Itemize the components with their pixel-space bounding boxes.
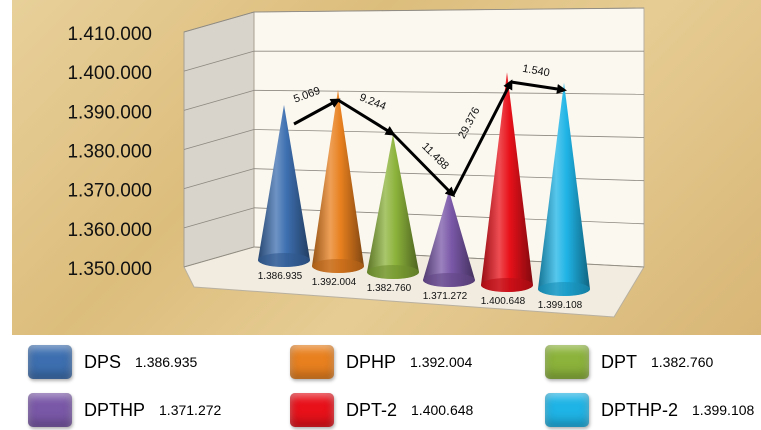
data-label: 1.382.760: [367, 283, 412, 294]
cone-body: [538, 82, 590, 296]
legend-series-name: DPTHP-2: [601, 399, 679, 420]
legend-swatch: [545, 393, 589, 427]
legend-swatch: [28, 393, 72, 427]
trend-arrow: [337, 98, 396, 136]
legend-item-dps: DPS 1.386.935: [28, 345, 197, 379]
legend-swatch: [290, 345, 334, 379]
gridline: [253, 7, 645, 13]
y-tick-label: 1.380.000: [67, 142, 152, 163]
gridline: [253, 168, 645, 182]
cone-body: [481, 72, 533, 292]
cone-dpthp-2: [538, 82, 590, 296]
cone-base: [481, 278, 533, 292]
legend-item-dpt: DPT 1.382.760: [545, 345, 713, 379]
y-tick-label: 1.400.000: [67, 63, 152, 84]
cone-base: [538, 282, 590, 296]
gridline-side: [183, 50, 255, 72]
cone-dps: [258, 104, 310, 267]
legend-series-name: DPT-2: [346, 399, 398, 420]
gridline: [253, 89, 645, 95]
legend-series-name: DPTHP: [84, 399, 146, 420]
trend-arrow: [510, 80, 567, 94]
y-tick-label: 1.350.000: [67, 259, 152, 280]
y-tick-label: 1.360.000: [67, 220, 152, 241]
cone-base: [312, 259, 364, 273]
data-label: 1.371.272: [423, 291, 468, 302]
cone-base: [423, 273, 475, 287]
data-label: 1.400.648: [481, 296, 526, 307]
y-tick-label: 1.410.000: [67, 24, 152, 45]
legend-item-dpthp: DPTHP 1.371.272: [28, 393, 221, 427]
trend-arrow: [293, 98, 341, 126]
arrow-annotation: 1.540: [521, 63, 550, 80]
legend-swatch: [28, 345, 72, 379]
legend-item-dphp: DPHP 1.392.004: [290, 345, 472, 379]
cone-dpt-2: [481, 72, 533, 292]
legend-series-value: 1.382.760: [651, 354, 714, 370]
legend-series-name: DPHP: [346, 351, 397, 372]
legend-series-name: DPT: [601, 351, 637, 372]
cone-dpthp: [423, 190, 475, 287]
legend-swatch: [290, 393, 334, 427]
cone-body: [258, 104, 310, 267]
y-tick-label: 1.370.000: [67, 181, 152, 202]
gridline-side: [183, 168, 255, 190]
legend-item-dpt-2: DPT-2 1.400.648: [290, 393, 473, 427]
legend-swatch: [545, 345, 589, 379]
gridline-side: [183, 207, 255, 229]
cone-body: [367, 134, 419, 279]
data-label: 1.399.108: [538, 300, 583, 311]
cone-base: [258, 253, 310, 267]
gridline: [253, 129, 645, 138]
legend-series-value: 1.400.648: [411, 402, 474, 418]
legend-series-value: 1.392.004: [410, 354, 473, 370]
legend-item-dpthp-2: DPTHP-2 1.399.108: [545, 393, 754, 427]
gridline-side: [183, 11, 255, 33]
cone-body: [312, 89, 364, 274]
cone-base: [367, 265, 419, 279]
trend-arrow: [451, 79, 513, 196]
y-tick-label: 1.390.000: [67, 102, 152, 123]
legend-series-value: 1.371.272: [159, 402, 222, 418]
cone-body: [423, 190, 475, 287]
data-label: 1.386.935: [258, 271, 303, 282]
cone-chart: 1.350.000 1.360.000 1.370.000 1.380.000 1.39…: [67, 7, 645, 318]
gridline-side: [183, 89, 255, 111]
legend-series-name: DPS: [84, 351, 122, 372]
legend-series-value: 1.399.108: [692, 402, 755, 418]
gridline-side: [183, 246, 255, 268]
chart-panel: 1.350.000 1.360.000 1.370.000 1.380.000 1.39…: [12, 0, 761, 335]
cone-dpt: [367, 134, 419, 279]
data-label: 1.392.004: [312, 277, 357, 288]
gridline-side: [183, 129, 255, 150]
legend-series-value: 1.386.935: [135, 354, 198, 370]
cone-dphp: [312, 89, 364, 274]
trend-arrow: [391, 132, 456, 198]
